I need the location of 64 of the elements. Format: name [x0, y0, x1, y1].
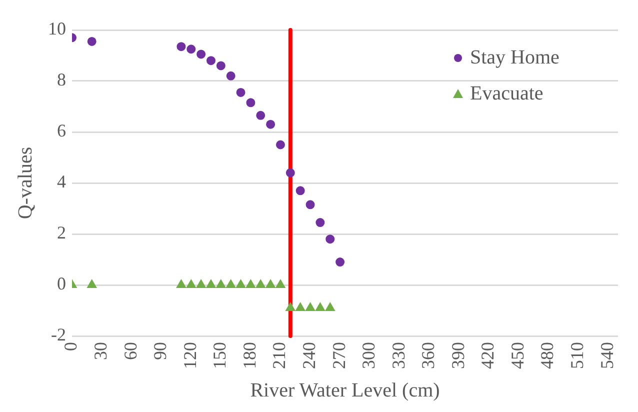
point — [286, 168, 295, 178]
y-tick-label: -2 — [51, 324, 66, 345]
x-tick-label: 30 — [90, 342, 111, 360]
point — [296, 186, 305, 196]
x-tick-label: 240 — [298, 342, 319, 369]
x-tick-label: 390 — [448, 342, 468, 369]
point — [216, 61, 226, 70]
legend-label: Stay Home — [470, 46, 560, 68]
point — [186, 280, 196, 288]
y-tick-label: 6 — [57, 120, 66, 141]
point — [305, 302, 316, 311]
point — [306, 200, 315, 210]
point — [286, 302, 296, 311]
x-tick-label: 420 — [478, 342, 498, 369]
point — [326, 234, 335, 244]
point — [87, 280, 97, 288]
point — [226, 280, 236, 288]
point — [315, 302, 326, 311]
x-tick-label: 60 — [120, 342, 140, 360]
point — [196, 50, 206, 59]
y-tick-label: 2 — [57, 222, 66, 243]
y-tick-label: 10 — [48, 18, 66, 39]
x-tick-label: 210 — [269, 342, 290, 369]
x-tick-label: 330 — [388, 342, 408, 369]
point — [236, 280, 246, 288]
x-tick-label: 450 — [507, 342, 528, 369]
point — [186, 44, 196, 54]
x-axis-title: River Water Level (cm) — [250, 379, 440, 402]
x-tick-label: 120 — [180, 342, 200, 369]
point — [236, 88, 246, 97]
point — [176, 280, 186, 288]
x-tick-label: 510 — [567, 342, 588, 369]
x-tick-label: 360 — [418, 342, 438, 369]
point — [336, 258, 345, 267]
point — [196, 280, 206, 288]
point — [216, 280, 226, 288]
point — [325, 302, 335, 311]
x-tick-label: 90 — [150, 342, 170, 360]
x-tick-label: 270 — [328, 342, 349, 369]
point — [176, 42, 186, 52]
y-tick-label: 0 — [57, 274, 66, 294]
point — [276, 280, 286, 288]
point — [87, 36, 96, 46]
point — [206, 280, 216, 288]
point — [256, 280, 266, 288]
point — [256, 110, 266, 120]
y-tick-label: 4 — [57, 172, 66, 192]
legend-label: Evacuate — [470, 82, 544, 104]
x-tick-label: 150 — [210, 342, 230, 369]
y-axis-title: Q-values — [14, 146, 36, 220]
point — [226, 71, 236, 80]
point — [276, 140, 285, 150]
point — [206, 56, 216, 66]
x-tick-label: 180 — [239, 342, 260, 369]
point — [266, 280, 276, 288]
y-tick-label: 8 — [57, 70, 66, 90]
x-tick-label: 480 — [537, 342, 558, 369]
point — [266, 120, 276, 129]
point — [295, 302, 306, 311]
point — [316, 218, 325, 228]
point — [246, 98, 256, 108]
x-tick-label: 540 — [596, 342, 617, 369]
point — [246, 280, 256, 288]
x-tick-label: 300 — [358, 342, 379, 369]
